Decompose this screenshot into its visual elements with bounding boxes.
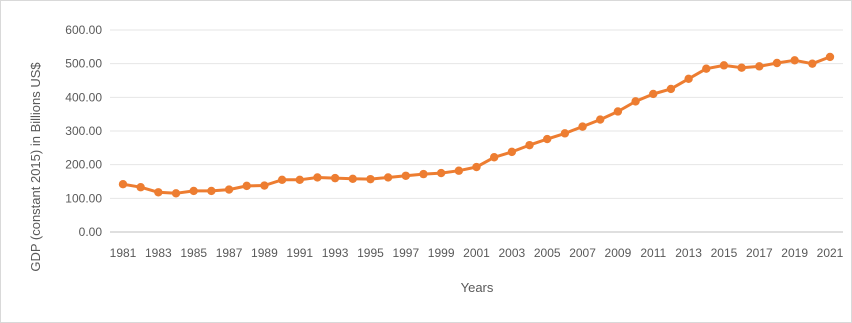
y-tick-label: 0.00: [79, 225, 103, 239]
data-point: [790, 56, 799, 65]
data-point: [825, 52, 835, 62]
data-point: [383, 173, 393, 182]
data-point: [260, 181, 269, 190]
data-point: [649, 89, 658, 99]
x-tick-label: 2019: [781, 246, 808, 260]
data-point: [419, 169, 428, 179]
data-point: [737, 63, 746, 72]
series-line: [121, 55, 832, 195]
data-point: [489, 153, 499, 162]
data-point: [207, 186, 216, 196]
series-group: [118, 52, 835, 198]
data-point: [366, 174, 375, 184]
data-point: [596, 115, 605, 124]
data-point: [436, 168, 446, 178]
data-point: [277, 175, 287, 185]
y-tick-label: 400.00: [65, 90, 102, 104]
x-tick-label: 1989: [251, 246, 278, 260]
data-point: [560, 129, 570, 138]
data-point: [755, 62, 764, 71]
data-point: [772, 58, 782, 68]
data-point: [808, 59, 817, 68]
x-tick-label: 2011: [640, 246, 666, 260]
y-tick-label: 200.00: [65, 158, 102, 172]
y-tick-label: 300.00: [65, 124, 102, 138]
x-tick-label: 1981: [110, 246, 137, 260]
data-point: [295, 175, 304, 185]
data-point: [136, 183, 145, 192]
x-tick-label: 1985: [180, 246, 207, 260]
data-point: [154, 188, 163, 197]
x-tick-label: 1991: [286, 246, 313, 260]
data-point: [118, 179, 128, 189]
data-point: [507, 147, 517, 157]
data-point: [613, 107, 623, 116]
data-point: [401, 171, 410, 180]
x-tick-label: 2009: [605, 246, 632, 260]
data-point: [578, 122, 587, 131]
data-point: [189, 186, 198, 196]
x-tick-label: 1983: [145, 246, 172, 260]
y-axis-title: GDP (constant 2015) in Billions US$: [28, 62, 43, 272]
x-tick-label: 2017: [746, 246, 773, 260]
x-tick-label: 2007: [569, 246, 596, 260]
x-tick-label: 2015: [711, 246, 738, 260]
x-tick-labels: 1981 1983 1985 1987 1989 1991 1993 1995 1997 1999…: [110, 246, 844, 260]
y-tick-label: 500.00: [65, 57, 102, 71]
data-point: [719, 61, 729, 70]
x-tick-label: 2005: [534, 246, 561, 260]
x-tick-label: 2021: [817, 246, 844, 260]
x-tick-label: 1995: [357, 246, 384, 260]
data-point: [525, 140, 534, 150]
x-tick-label: 1987: [216, 246, 243, 260]
data-point: [702, 64, 711, 73]
data-point: [684, 74, 693, 84]
data-point: [666, 84, 676, 94]
y-tick-label: 600.00: [65, 23, 102, 37]
x-tick-label: 1993: [322, 246, 349, 260]
data-point: [543, 134, 552, 144]
data-point: [224, 185, 234, 194]
x-tick-label: 2001: [463, 246, 490, 260]
y-tick-labels: 0.00 100.00 200.00 300.00 400.00 500.00 600.00: [65, 23, 102, 239]
data-point: [313, 173, 322, 182]
x-tick-label: 1997: [392, 246, 419, 260]
data-point: [348, 174, 357, 184]
x-tick-label: 2013: [675, 246, 702, 260]
data-point: [454, 166, 464, 175]
x-tick-label: 1999: [428, 246, 455, 260]
y-tick-label: 100.00: [65, 191, 102, 205]
data-point: [242, 181, 251, 191]
grid-lines: [110, 29, 843, 233]
data-point: [171, 189, 181, 198]
data-point: [472, 162, 481, 172]
data-point: [631, 97, 640, 106]
data-point: [330, 173, 340, 183]
x-tick-label: 2003: [498, 246, 525, 260]
x-axis-title: Years: [461, 280, 494, 295]
